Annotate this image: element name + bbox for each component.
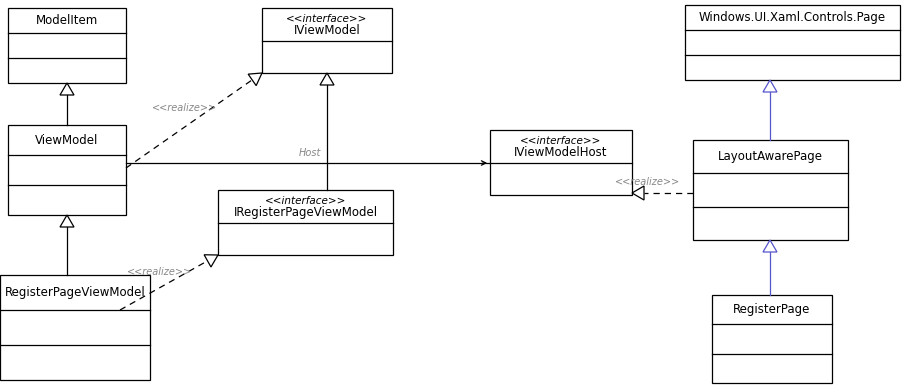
- Bar: [685, 5, 900, 80]
- Text: ViewModel: ViewModel: [35, 133, 99, 147]
- Bar: [8, 125, 126, 215]
- Text: IViewModel: IViewModel: [293, 23, 360, 37]
- Bar: [712, 295, 832, 383]
- Bar: [693, 140, 848, 240]
- Bar: [490, 130, 632, 195]
- Text: RegisterPage: RegisterPage: [734, 303, 811, 316]
- Bar: [218, 190, 393, 255]
- Text: IViewModelHost: IViewModelHost: [514, 145, 607, 159]
- Text: <<realize>>: <<realize>>: [153, 103, 218, 113]
- Text: <<interface>>: <<interface>>: [520, 136, 602, 146]
- Text: ModelItem: ModelItem: [36, 14, 98, 27]
- Bar: [0, 275, 150, 380]
- Text: LayoutAwarePage: LayoutAwarePage: [718, 150, 823, 163]
- Text: Host: Host: [299, 148, 321, 158]
- Bar: [8, 8, 126, 83]
- Text: <<interface>>: <<interface>>: [286, 14, 368, 24]
- Bar: [262, 8, 392, 73]
- Text: Windows.UI.Xaml.Controls.Page: Windows.UI.Xaml.Controls.Page: [699, 11, 886, 24]
- Text: RegisterPageViewModel: RegisterPageViewModel: [5, 286, 145, 299]
- Text: IRegisterPageViewModel: IRegisterPageViewModel: [233, 206, 378, 219]
- Text: <<realize>>: <<realize>>: [616, 177, 681, 187]
- Text: <<realize>>: <<realize>>: [127, 267, 192, 277]
- Text: <<interface>>: <<interface>>: [265, 196, 346, 206]
